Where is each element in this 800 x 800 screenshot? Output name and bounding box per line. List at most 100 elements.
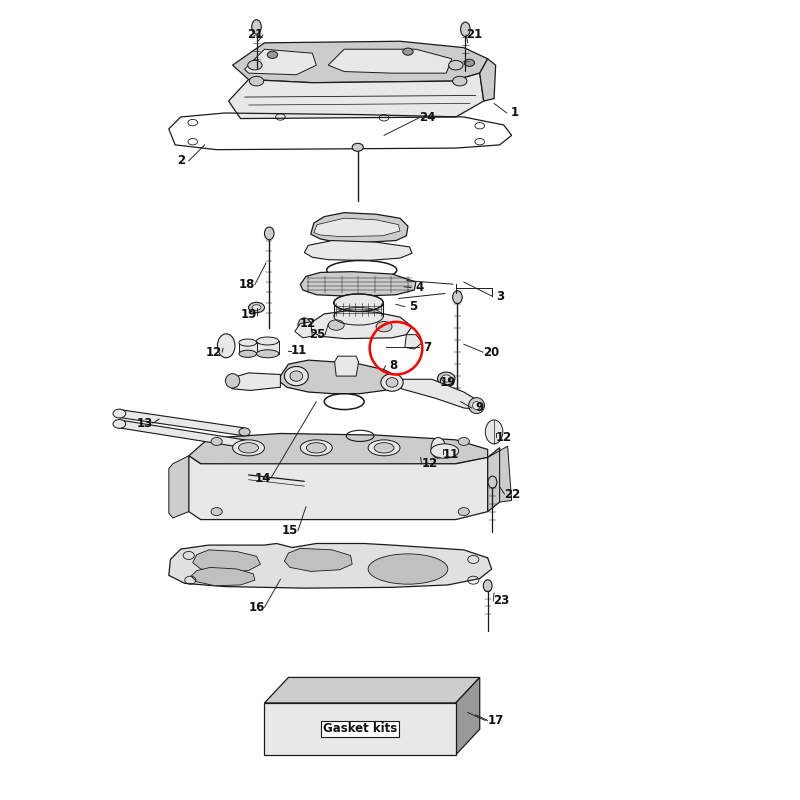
- Ellipse shape: [238, 442, 258, 453]
- Polygon shape: [304, 241, 412, 261]
- Text: 12: 12: [206, 346, 222, 358]
- Polygon shape: [310, 213, 408, 242]
- Ellipse shape: [376, 322, 392, 332]
- Polygon shape: [285, 548, 352, 571]
- Ellipse shape: [328, 320, 344, 330]
- Text: 8: 8: [390, 359, 398, 372]
- Text: 21: 21: [246, 28, 263, 42]
- Ellipse shape: [374, 442, 394, 453]
- Ellipse shape: [453, 76, 467, 86]
- Text: 20: 20: [482, 346, 499, 358]
- Text: 19: 19: [440, 376, 456, 389]
- Ellipse shape: [290, 371, 302, 382]
- Polygon shape: [169, 456, 189, 518]
- Ellipse shape: [226, 374, 240, 388]
- Polygon shape: [169, 543, 492, 588]
- Text: 15: 15: [282, 524, 298, 538]
- Ellipse shape: [368, 554, 448, 584]
- Polygon shape: [480, 58, 496, 101]
- Ellipse shape: [239, 440, 250, 448]
- Ellipse shape: [257, 350, 279, 358]
- Polygon shape: [488, 446, 512, 502]
- Text: 9: 9: [475, 402, 484, 414]
- Ellipse shape: [252, 20, 262, 34]
- Ellipse shape: [248, 60, 262, 70]
- Ellipse shape: [250, 76, 264, 86]
- Ellipse shape: [239, 350, 257, 358]
- Polygon shape: [405, 334, 422, 349]
- Ellipse shape: [368, 440, 400, 456]
- Ellipse shape: [252, 305, 261, 310]
- Polygon shape: [189, 456, 488, 519]
- Ellipse shape: [464, 59, 474, 66]
- Polygon shape: [239, 342, 257, 354]
- Ellipse shape: [211, 508, 222, 515]
- Ellipse shape: [113, 419, 126, 428]
- Text: 17: 17: [487, 714, 504, 727]
- Ellipse shape: [352, 143, 363, 151]
- Text: 3: 3: [496, 290, 505, 303]
- Ellipse shape: [431, 438, 446, 458]
- Ellipse shape: [257, 337, 279, 345]
- Ellipse shape: [239, 428, 250, 436]
- Polygon shape: [400, 379, 480, 410]
- Ellipse shape: [430, 444, 458, 458]
- Ellipse shape: [249, 302, 265, 313]
- Text: 12: 12: [299, 317, 316, 330]
- Text: 12: 12: [422, 458, 438, 470]
- Ellipse shape: [469, 398, 485, 414]
- Text: 7: 7: [423, 341, 431, 354]
- Polygon shape: [300, 272, 416, 296]
- Text: 23: 23: [493, 594, 510, 607]
- Text: 19: 19: [240, 308, 257, 321]
- Text: 11: 11: [443, 448, 459, 461]
- Ellipse shape: [402, 48, 413, 55]
- Polygon shape: [229, 373, 281, 390]
- Ellipse shape: [461, 22, 470, 37]
- Polygon shape: [279, 360, 400, 394]
- Text: 2: 2: [177, 154, 185, 167]
- Text: Gasket kits: Gasket kits: [323, 722, 398, 735]
- Polygon shape: [265, 703, 456, 754]
- Ellipse shape: [298, 318, 310, 332]
- Ellipse shape: [488, 476, 497, 488]
- Polygon shape: [314, 218, 400, 237]
- Ellipse shape: [300, 440, 332, 456]
- Ellipse shape: [265, 227, 274, 240]
- Text: 13: 13: [137, 417, 153, 430]
- Polygon shape: [488, 448, 500, 512]
- Ellipse shape: [218, 334, 235, 358]
- Polygon shape: [334, 356, 358, 376]
- Ellipse shape: [306, 442, 326, 453]
- Polygon shape: [328, 50, 452, 73]
- Text: 25: 25: [309, 328, 326, 341]
- Text: 21: 21: [466, 28, 482, 42]
- Ellipse shape: [449, 60, 463, 70]
- Ellipse shape: [486, 420, 503, 444]
- Polygon shape: [193, 550, 261, 572]
- Polygon shape: [191, 567, 255, 586]
- Ellipse shape: [458, 508, 470, 515]
- Polygon shape: [257, 341, 279, 354]
- Text: 4: 4: [415, 281, 423, 294]
- Ellipse shape: [239, 339, 257, 346]
- Ellipse shape: [334, 294, 383, 311]
- Ellipse shape: [442, 375, 451, 382]
- Polygon shape: [119, 420, 245, 448]
- Ellipse shape: [211, 438, 222, 446]
- Ellipse shape: [233, 440, 265, 456]
- Polygon shape: [456, 678, 480, 754]
- Polygon shape: [308, 310, 412, 338]
- Text: 12: 12: [495, 431, 512, 444]
- Polygon shape: [294, 322, 312, 338]
- Polygon shape: [233, 42, 488, 82]
- Ellipse shape: [453, 290, 462, 303]
- Polygon shape: [265, 678, 480, 703]
- Text: 1: 1: [510, 106, 519, 119]
- Text: 11: 11: [290, 344, 307, 357]
- Text: 22: 22: [504, 487, 521, 501]
- Polygon shape: [229, 73, 484, 118]
- Polygon shape: [119, 410, 245, 436]
- Ellipse shape: [386, 378, 398, 387]
- Text: 24: 24: [419, 111, 435, 124]
